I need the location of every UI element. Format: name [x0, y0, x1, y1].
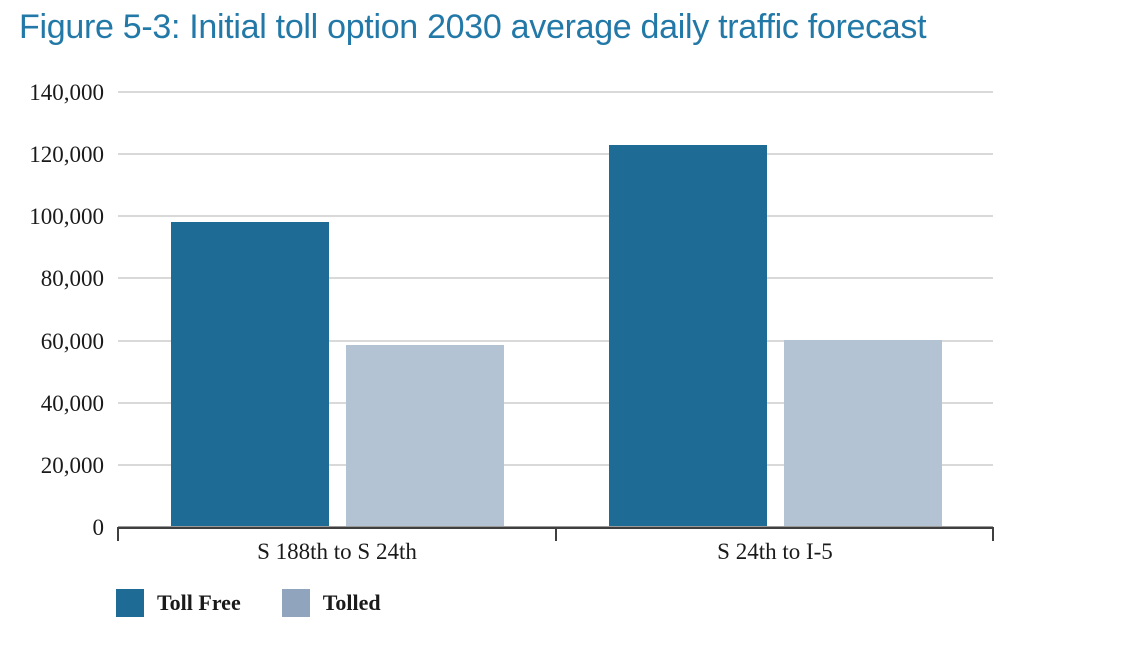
legend-label: Tolled: [322, 590, 381, 615]
gridline-40,000: [118, 401, 993, 404]
y-tick-label: 20,000: [40, 452, 104, 478]
gridline-140,000: [118, 91, 993, 93]
y-tick-label: 120,000: [29, 142, 104, 168]
x-category-label: S 188th to S 24th: [257, 539, 417, 564]
figure-title: Figure 5-3: Initial toll option 2030 ave…: [19, 8, 927, 46]
bar-toll-free: [609, 145, 767, 527]
bar-tolled: [784, 340, 942, 527]
y-tick-label: 40,000: [40, 390, 104, 416]
legend-swatch: [116, 589, 144, 617]
y-tick-label: 0: [92, 515, 105, 540]
y-tick-label: 80,000: [40, 266, 104, 292]
x-category-label: S 24th to I-5: [717, 539, 833, 564]
y-tick-label: 100,000: [29, 204, 104, 230]
bar-tolled: [346, 345, 504, 527]
x-axis-tick: [992, 527, 994, 541]
legend-item-tolled: Tolled: [281, 589, 381, 617]
legend-label: Toll Free: [157, 590, 241, 615]
gridline-120,000: [118, 153, 993, 156]
bar-toll-free: [171, 222, 329, 527]
gridline-80,000: [118, 277, 993, 280]
legend-swatch: [281, 589, 310, 617]
x-axis-tick: [555, 527, 557, 541]
gridline-60,000: [118, 339, 993, 342]
x-axis-tick: [117, 527, 119, 541]
gridline-20,000: [118, 463, 993, 466]
y-tick-label: 60,000: [40, 328, 104, 354]
legend-item-toll-free: Toll Free: [116, 589, 241, 617]
y-tick-label: 140,000: [29, 80, 104, 105]
chart-legend: Toll Free Tolled: [116, 589, 381, 617]
gridline-100,000: [118, 215, 993, 218]
